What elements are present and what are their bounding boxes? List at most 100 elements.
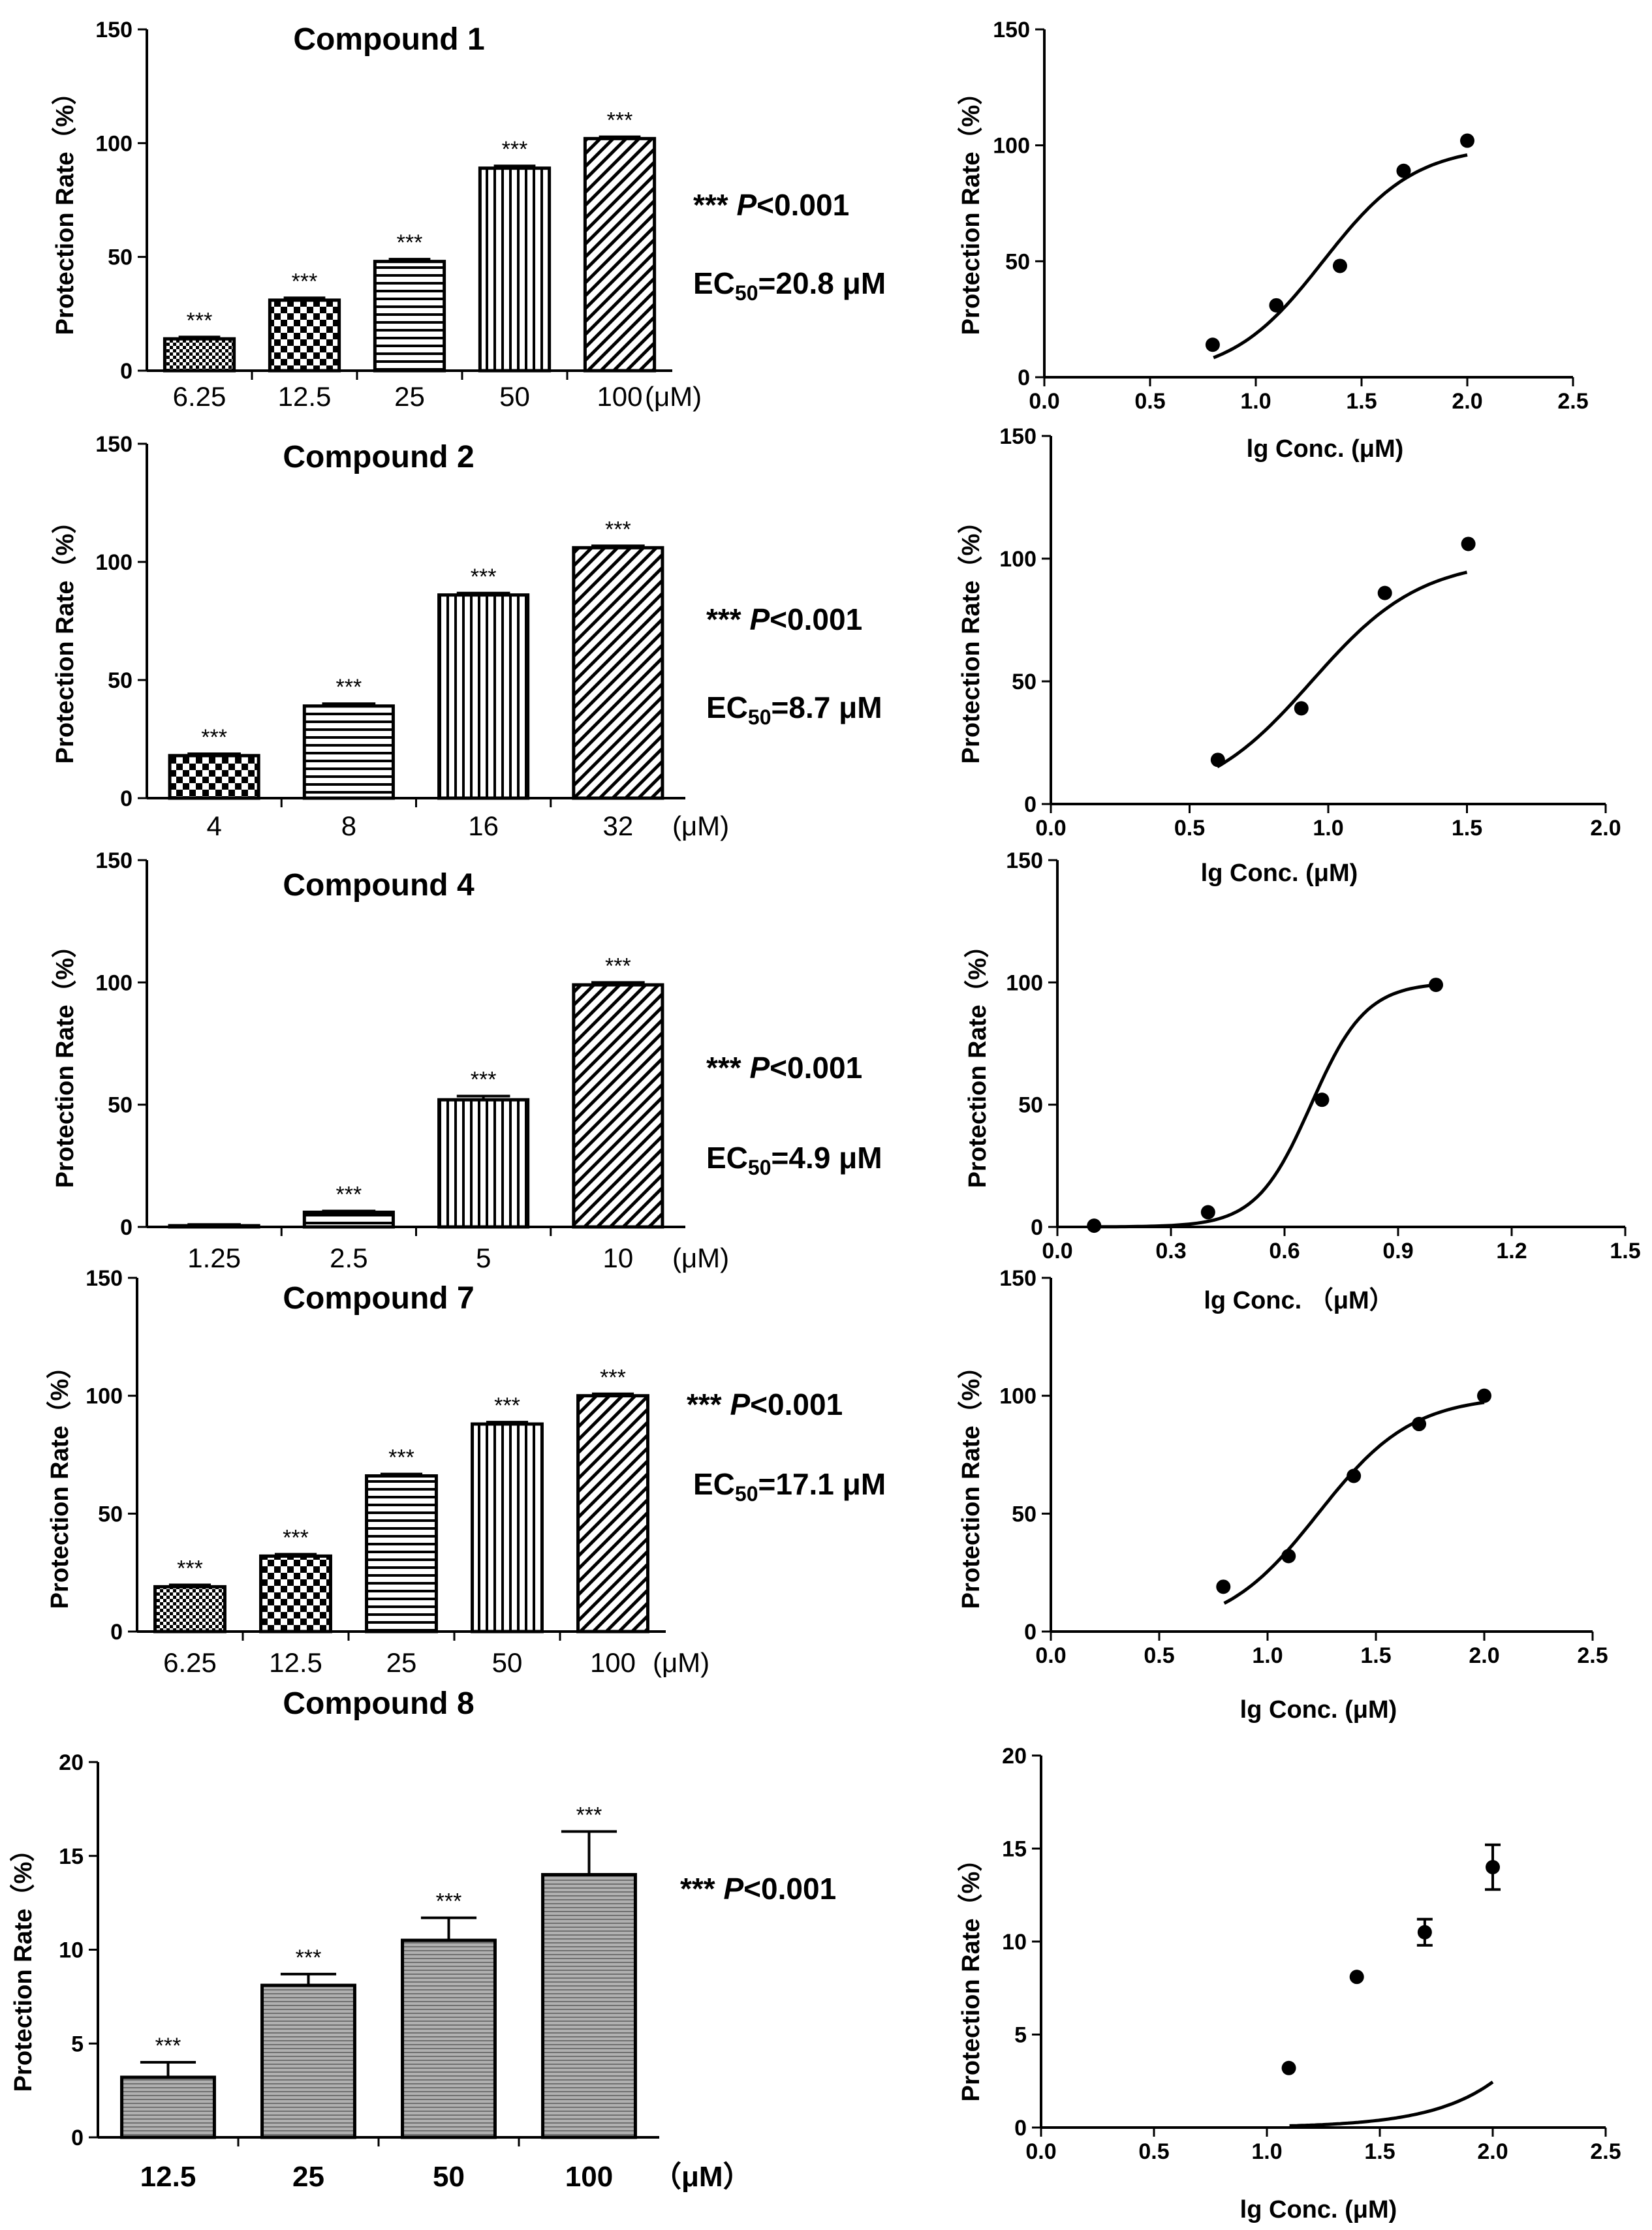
y-tick-label: 50 <box>108 668 132 693</box>
y-tick-label: 0 <box>1024 792 1036 817</box>
bar <box>163 337 236 373</box>
x-axis-label: lg Conc. (μM) <box>1201 859 1358 887</box>
y-tick-label: 0 <box>120 359 132 384</box>
y-tick-label: 0 <box>120 1215 132 1240</box>
x-category-label: 32 <box>603 811 634 841</box>
significance-label: *** <box>201 725 227 750</box>
y-tick-label: 100 <box>993 134 1030 159</box>
bar <box>471 1422 544 1634</box>
y-tick-label: 0 <box>1018 365 1030 390</box>
y-tick-label: 150 <box>1006 848 1043 873</box>
x-tick-label: 0.9 <box>1382 1239 1413 1263</box>
x-category-label: 100 <box>590 1647 636 1678</box>
significance-label: *** <box>600 1365 626 1390</box>
dose-response-compound-4: Protection Rate（%） lg Conc. （μM） 0 50 100 1… <box>964 848 1641 1314</box>
x-category-label: 25 <box>292 2161 324 2193</box>
fit-curve <box>1223 1401 1485 1605</box>
x-tick-label: 0.0 <box>1029 389 1059 414</box>
bar <box>401 1938 497 2139</box>
data-point <box>1417 1925 1432 1940</box>
bar <box>437 1098 530 1229</box>
data-point <box>1281 1549 1296 1564</box>
x-tick-label: 2.0 <box>1477 2139 1508 2164</box>
y-tick-label: 0 <box>110 1620 123 1645</box>
data-point <box>1477 1388 1491 1403</box>
significance-label: *** <box>177 1556 203 1581</box>
bar <box>572 546 664 800</box>
x-category-label: 25 <box>394 381 425 412</box>
significance-label: *** <box>471 565 497 589</box>
x-axis-label: lg Conc. (μM) <box>1240 1696 1397 1724</box>
x-category-label: 12.5 <box>278 381 332 412</box>
y-tick-label: 100 <box>95 131 132 156</box>
bar <box>268 298 341 373</box>
ec50-note: EC50=20.8 μM <box>693 266 886 305</box>
x-tick-label: 2.5 <box>1577 1643 1608 1668</box>
data-point <box>1200 1205 1215 1220</box>
y-axis-label: Protection Rate（%） <box>958 1354 985 1609</box>
bar <box>260 1983 356 2139</box>
x-tick-label: 1.5 <box>1452 816 1482 841</box>
y-tick-label: 5 <box>71 2032 84 2056</box>
data-point <box>1294 701 1309 716</box>
bar <box>120 2075 216 2139</box>
significance-label: *** <box>576 1803 602 1827</box>
significance-label: *** <box>471 1068 497 1092</box>
p-value-note: *** P<0.001 <box>687 1387 843 1421</box>
significance-label: *** <box>397 230 423 255</box>
fit-curve <box>1213 153 1468 360</box>
data-point <box>1486 1860 1500 1874</box>
chart-title: Compound 7 <box>283 1281 474 1316</box>
x-tick-label: 1.5 <box>1360 1643 1391 1668</box>
bar <box>437 593 530 800</box>
chart-title: Compound 4 <box>283 868 475 903</box>
data-point <box>1412 1417 1427 1432</box>
bar <box>572 983 664 1229</box>
y-tick-label: 50 <box>1005 249 1030 274</box>
y-tick-label: 100 <box>95 970 132 995</box>
chart-title: Compound 8 <box>283 1686 474 1721</box>
ec50-note: EC50=4.9 μM <box>706 1141 882 1179</box>
x-category-label: 10 <box>603 1243 634 1273</box>
significance-label: *** <box>502 137 528 162</box>
data-point <box>1460 133 1474 148</box>
y-axis-label: Protection Rate（%） <box>958 1847 985 2102</box>
y-tick-label: 100 <box>999 547 1036 572</box>
x-category-label: 6.25 <box>173 381 226 412</box>
y-tick-label: 50 <box>1012 670 1036 694</box>
bar-chart-compound-7: Compound 7 Protection Rate（%） (μM) *** P… <box>46 1266 886 1678</box>
fit-curve <box>1289 2081 1494 2128</box>
x-tick-label: 2.0 <box>1590 816 1621 841</box>
x-axis-unit-label: (μM) <box>672 811 729 841</box>
significance-label: *** <box>187 308 213 333</box>
x-tick-label: 1.0 <box>1251 2139 1282 2164</box>
data-point <box>1461 536 1476 551</box>
y-tick-label: 0 <box>1031 1215 1043 1240</box>
x-axis-unit-label: (μM) <box>672 1243 729 1273</box>
data-point <box>1205 337 1220 352</box>
data-point <box>1347 1468 1362 1483</box>
bar <box>541 1873 637 2139</box>
x-category-label: 100 <box>597 381 642 412</box>
bar-chart-compound-2: Compound 2 Protection Rate（%） (μM) *** P… <box>52 432 882 841</box>
significance-label: *** <box>607 108 633 133</box>
data-point <box>1332 258 1347 273</box>
significance-label: *** <box>494 1393 520 1418</box>
data-point <box>1377 585 1392 600</box>
x-category-label: 50 <box>433 2161 465 2193</box>
x-tick-label: 0.5 <box>1134 389 1165 414</box>
y-axis-label: Protection Rate（%） <box>52 80 79 335</box>
x-category-label: 25 <box>386 1647 417 1678</box>
significance-label: *** <box>336 1183 362 1207</box>
y-tick-label: 50 <box>108 245 132 270</box>
y-tick-label: 0 <box>1014 2116 1027 2141</box>
bar <box>302 704 395 800</box>
x-category-label: 12.5 <box>140 2161 196 2193</box>
x-tick-label: 1.2 <box>1496 1239 1527 1263</box>
x-tick-label: 0.0 <box>1035 816 1066 841</box>
significance-label: *** <box>292 269 318 294</box>
data-point <box>1281 2060 1296 2075</box>
y-tick-label: 10 <box>1002 1930 1027 1955</box>
chart-title: Compound 1 <box>293 22 484 57</box>
bar <box>153 1585 226 1634</box>
